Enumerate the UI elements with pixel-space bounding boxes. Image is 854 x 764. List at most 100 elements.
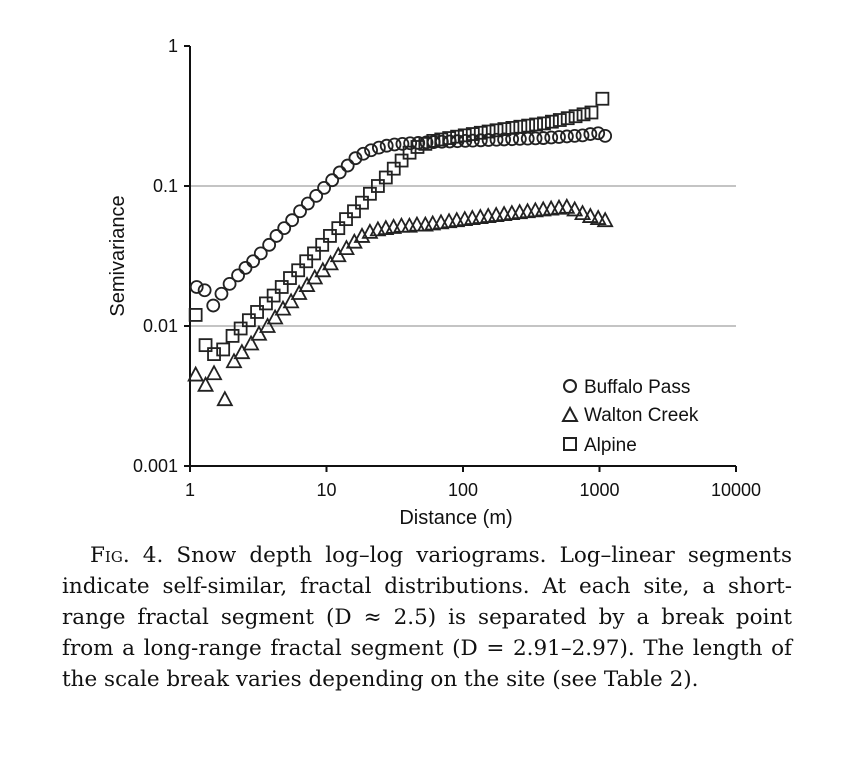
legend-label-buffalo-pass: Buffalo Pass bbox=[584, 377, 690, 398]
data-point-square bbox=[529, 117, 543, 132]
data-point-square bbox=[576, 107, 591, 122]
data-point-square bbox=[537, 116, 551, 131]
data-point-triangle bbox=[408, 215, 426, 232]
data-point-square bbox=[241, 313, 256, 328]
data-point-triangle bbox=[250, 324, 268, 341]
data-point-circle bbox=[598, 128, 613, 143]
data-point-circle bbox=[403, 136, 418, 151]
y-tick-label: 0.001 bbox=[133, 456, 178, 476]
data-point-square bbox=[481, 124, 496, 139]
data-point-square bbox=[339, 212, 353, 227]
data-point-circle bbox=[325, 173, 340, 188]
data-point-circle bbox=[552, 130, 566, 144]
legend-label-walton-creek: Walton Creek bbox=[584, 405, 699, 426]
data-point-circle bbox=[536, 131, 551, 145]
data-point-triangle bbox=[233, 343, 251, 360]
data-point-circle bbox=[317, 180, 331, 195]
data-point-triangle bbox=[589, 209, 607, 225]
x-tick-label: 1 bbox=[185, 480, 195, 500]
data-point-triangle bbox=[266, 308, 284, 325]
x-tick-label: 10 bbox=[316, 480, 336, 500]
data-point-triangle bbox=[581, 207, 599, 223]
data-point-circle bbox=[293, 204, 307, 219]
data-point-circle bbox=[575, 128, 590, 143]
data-point-square bbox=[198, 338, 213, 353]
data-point-square bbox=[299, 254, 314, 269]
data-point-triangle bbox=[322, 254, 340, 271]
data-point-circle bbox=[567, 128, 582, 143]
data-point-circle bbox=[544, 130, 559, 145]
data-point-circle bbox=[364, 143, 378, 158]
data-point-square bbox=[521, 118, 536, 133]
data-point-square bbox=[291, 263, 306, 278]
data-point-square bbox=[378, 170, 393, 185]
data-point-square bbox=[426, 133, 441, 148]
data-point-square bbox=[371, 179, 385, 193]
data-point-square bbox=[513, 119, 528, 134]
data-point-circle bbox=[348, 151, 363, 166]
data-point-square bbox=[207, 347, 221, 361]
data-point-triangle bbox=[558, 197, 576, 214]
data-point-square bbox=[315, 237, 330, 252]
data-point-circle bbox=[340, 158, 355, 173]
series-alpine bbox=[188, 91, 610, 361]
caption-text: Snow depth log–log variograms. Log–linea… bbox=[62, 543, 792, 692]
series-walton-creek bbox=[187, 197, 614, 407]
data-point-triangle bbox=[596, 211, 614, 228]
data-point-circle bbox=[395, 136, 410, 151]
variogram-figure: 1 10 100 1000 10000 0.001 0.01 0.1 1 Distance (… bbox=[107, 36, 761, 529]
caption-label: Fig. 4. bbox=[90, 543, 164, 568]
data-point-square bbox=[457, 128, 472, 143]
data-point-square bbox=[250, 305, 264, 319]
data-point-square bbox=[560, 111, 575, 126]
data-series bbox=[187, 91, 614, 407]
data-point-circle bbox=[497, 132, 511, 147]
data-point-triangle bbox=[259, 317, 277, 333]
data-point-square bbox=[386, 161, 401, 176]
data-point-circle bbox=[489, 132, 504, 147]
legend: Buffalo Pass Walton Creek Alpine bbox=[561, 377, 699, 456]
data-point-triangle bbox=[282, 292, 300, 309]
data-point-circle bbox=[300, 196, 315, 211]
data-point-circle bbox=[481, 133, 496, 147]
data-point-circle bbox=[206, 298, 221, 313]
data-point-triangle bbox=[566, 200, 584, 217]
data-point-circle bbox=[309, 188, 324, 203]
data-point-square bbox=[450, 129, 464, 144]
data-point-circle bbox=[262, 237, 277, 252]
legend-item-walton-creek: Walton Creek bbox=[561, 405, 699, 426]
data-point-circle bbox=[277, 221, 292, 236]
data-point-square bbox=[552, 113, 567, 127]
legend-marker-circle bbox=[563, 379, 577, 393]
data-point-square bbox=[307, 246, 321, 261]
data-point-square bbox=[266, 288, 281, 303]
data-point-square bbox=[584, 105, 599, 120]
data-point-circle bbox=[560, 129, 574, 144]
data-point-square bbox=[473, 125, 488, 140]
data-point-square bbox=[434, 132, 449, 147]
data-point-triangle bbox=[225, 352, 243, 369]
y-axis: 0.001 0.01 0.1 1 bbox=[133, 36, 190, 476]
x-axis-label: Distance (m) bbox=[399, 507, 512, 529]
data-point-triangle bbox=[205, 364, 223, 381]
plot-frame bbox=[189, 46, 736, 467]
data-point-circle bbox=[371, 140, 386, 155]
data-point-triangle bbox=[216, 390, 234, 407]
data-point-circle bbox=[520, 131, 535, 146]
data-point-triangle bbox=[290, 284, 308, 300]
data-point-square bbox=[355, 195, 369, 210]
data-point-square bbox=[595, 91, 610, 106]
data-point-square bbox=[394, 153, 409, 168]
y-axis-label: Semivariance bbox=[107, 195, 129, 316]
data-point-circle bbox=[222, 276, 237, 291]
data-point-square bbox=[544, 114, 559, 129]
data-point-square bbox=[410, 140, 425, 154]
data-point-circle bbox=[332, 165, 347, 180]
figure-caption: Fig. 4. Snow depth log–log variograms. L… bbox=[62, 540, 792, 695]
x-tick-label: 1000 bbox=[579, 480, 619, 500]
data-point-circle bbox=[387, 137, 402, 152]
x-axis: 1 10 100 1000 10000 bbox=[185, 466, 761, 500]
legend-item-buffalo-pass: Buffalo Pass bbox=[563, 377, 690, 398]
data-point-circle bbox=[238, 261, 253, 275]
data-point-circle bbox=[269, 229, 284, 243]
